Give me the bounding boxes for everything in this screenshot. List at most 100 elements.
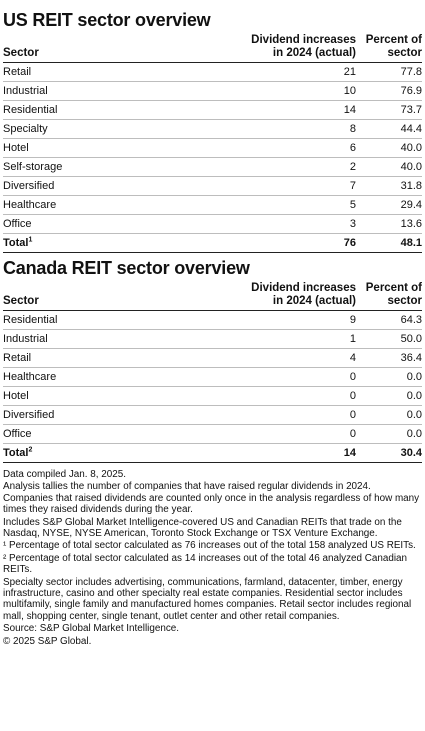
- note-analysis: Analysis tallies the number of companies…: [3, 481, 420, 516]
- percent-cell: 40.0: [356, 138, 422, 158]
- note-footnote-1: ¹ Percentage of total sector calculated …: [3, 540, 416, 552]
- increases-cell: 4: [246, 348, 356, 368]
- sector-cell: Specialty: [3, 119, 246, 139]
- table-row: Healthcare 0 0.0: [3, 367, 422, 387]
- us-header-percent-line2: sector: [387, 47, 422, 59]
- canada-header-percent-line2: sector: [387, 295, 422, 307]
- note-sector-definitions: Specialty sector includes advertising, c…: [3, 576, 412, 622]
- total-label: Total: [3, 237, 29, 249]
- footnote-mark: 1: [28, 236, 33, 244]
- increases-cell: 6: [246, 138, 356, 158]
- increases-cell: 2: [246, 157, 356, 177]
- footnotes: Data compiled Jan. 8, 2025. Analysis tal…: [3, 469, 422, 647]
- percent-cell: 76.9: [356, 81, 422, 101]
- canada-reit-table: Sector Dividend increases in 2024 (actual…: [3, 279, 422, 463]
- increases-cell: 0: [246, 405, 356, 425]
- percent-cell: 0.0: [356, 367, 422, 387]
- percent-cell: 31.8: [356, 176, 422, 196]
- note-footnote-2: ² Percentage of total sector calculated …: [3, 552, 408, 576]
- table-row: Diversified 7 31.8: [3, 176, 422, 196]
- sector-cell: Office: [3, 424, 246, 444]
- percent-cell: 73.7: [356, 100, 422, 120]
- sector-cell: Healthcare: [3, 367, 246, 387]
- canada-header-row: Sector Dividend increases in 2024 (actual…: [3, 279, 422, 311]
- us-reit-table: Sector Dividend increases in 2024 (actual…: [3, 31, 422, 253]
- table-row: Retail 21 77.8: [3, 62, 422, 82]
- note-source: Source: S&P Global Market Intelligence.: [3, 623, 180, 635]
- sector-cell: Diversified: [3, 405, 246, 425]
- table-row: Industrial 1 50.0: [3, 329, 422, 349]
- increases-cell: 3: [246, 214, 356, 234]
- table-row: Self-storage 2 40.0: [3, 157, 422, 177]
- increases-cell: 0: [246, 367, 356, 387]
- increases-cell: 5: [246, 195, 356, 215]
- percent-cell: 64.3: [356, 310, 422, 330]
- note-coverage: Includes S&P Global Market Intelligence-…: [3, 516, 402, 540]
- percent-cell: 29.4: [356, 195, 422, 215]
- table-row: Office 3 13.6: [3, 214, 422, 234]
- sector-cell: Self-storage: [3, 157, 246, 177]
- us-header-row: Sector Dividend increases in 2024 (actual…: [3, 31, 422, 63]
- us-table-title: US REIT sector overview: [3, 10, 211, 30]
- increases-cell: 1: [246, 329, 356, 349]
- table-row: Residential 9 64.3: [3, 310, 422, 330]
- sector-cell: Industrial: [3, 329, 246, 349]
- canada-header-dividend-line2: in 2024 (actual): [272, 295, 356, 307]
- percent-cell: 13.6: [356, 214, 422, 234]
- increases-cell: 9: [246, 310, 356, 330]
- sector-cell: Industrial: [3, 81, 246, 101]
- total-increases-cell: 14: [246, 443, 356, 463]
- increases-cell: 0: [246, 424, 356, 444]
- us-header-sector: Sector: [3, 31, 246, 63]
- increases-cell: 0: [246, 386, 356, 406]
- canada-header-dividend-line1: Dividend increases: [251, 282, 356, 294]
- increases-cell: 14: [246, 100, 356, 120]
- table-row: Residential 14 73.7: [3, 100, 422, 120]
- total-label-cell: Total2: [3, 443, 246, 463]
- table-row: Office 0 0.0: [3, 424, 422, 444]
- sector-cell: Residential: [3, 100, 246, 120]
- us-header-percent-line1: Percent of: [365, 34, 422, 46]
- sector-cell: Retail: [3, 348, 246, 368]
- canada-header-percent: Percent of sector: [356, 279, 422, 311]
- increases-cell: 21: [246, 62, 356, 82]
- canada-header-sector: Sector: [3, 279, 246, 311]
- sector-cell: Office: [3, 214, 246, 234]
- increases-cell: 7: [246, 176, 356, 196]
- sector-cell: Hotel: [3, 138, 246, 158]
- us-header-dividend: Dividend increases in 2024 (actual): [246, 31, 356, 63]
- table-row: Specialty 8 44.4: [3, 119, 422, 139]
- table-row: Hotel 0 0.0: [3, 386, 422, 406]
- canada-total-row: Total2 14 30.4: [3, 443, 422, 463]
- note-data-compiled: Data compiled Jan. 8, 2025.: [3, 469, 126, 480]
- increases-cell: 10: [246, 81, 356, 101]
- percent-cell: 40.0: [356, 157, 422, 177]
- percent-cell: 50.0: [356, 329, 422, 349]
- canada-table-title: Canada REIT sector overview: [3, 258, 250, 278]
- percent-cell: 44.4: [356, 119, 422, 139]
- table-row: Industrial 10 76.9: [3, 81, 422, 101]
- total-label: Total: [3, 447, 29, 459]
- percent-cell: 0.0: [356, 405, 422, 425]
- sector-cell: Hotel: [3, 386, 246, 406]
- sector-cell: Retail: [3, 62, 246, 82]
- us-header-percent: Percent of sector: [356, 31, 422, 63]
- total-percent-cell: 48.1: [356, 233, 422, 253]
- sector-cell: Diversified: [3, 176, 246, 196]
- us-header-dividend-line1: Dividend increases: [251, 34, 356, 46]
- canada-header-percent-line1: Percent of: [365, 282, 422, 294]
- table-row: Diversified 0 0.0: [3, 405, 422, 425]
- note-copyright: © 2025 S&P Global.: [3, 635, 92, 647]
- total-percent-cell: 30.4: [356, 443, 422, 463]
- sector-cell: Residential: [3, 310, 246, 330]
- table-row: Healthcare 5 29.4: [3, 195, 422, 215]
- percent-cell: 36.4: [356, 348, 422, 368]
- document: US REIT sector overview Sector Dividend …: [3, 10, 422, 647]
- percent-cell: 0.0: [356, 424, 422, 444]
- percent-cell: 77.8: [356, 62, 422, 82]
- total-increases-cell: 76: [246, 233, 356, 253]
- total-label-cell: Total1: [3, 233, 246, 253]
- table-row: Hotel 6 40.0: [3, 138, 422, 158]
- canada-header-dividend: Dividend increases in 2024 (actual): [246, 279, 356, 311]
- footnote-mark: 2: [28, 446, 33, 454]
